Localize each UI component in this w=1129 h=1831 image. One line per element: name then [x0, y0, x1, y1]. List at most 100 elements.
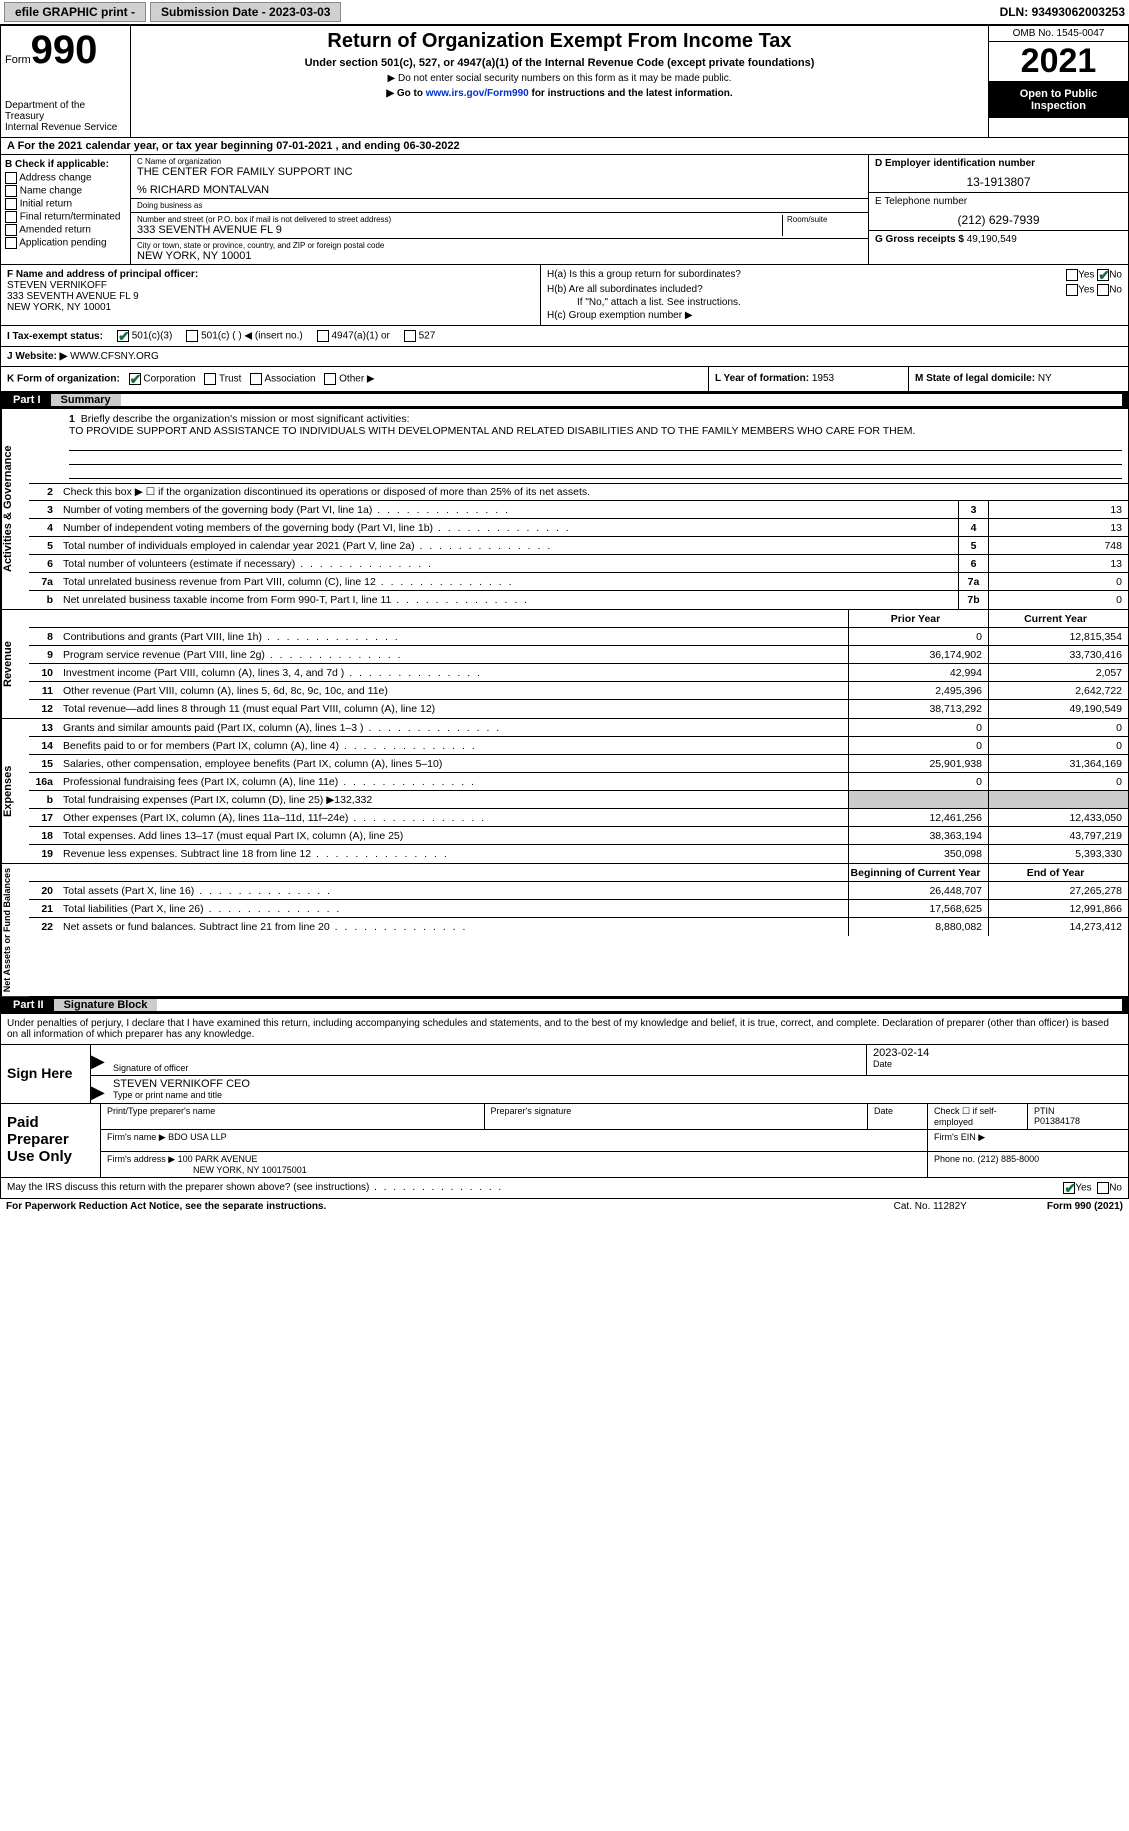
irs-link[interactable]: www.irs.gov/Form990 — [426, 88, 529, 99]
hc-label: H(c) Group exemption number ▶ — [547, 310, 1122, 321]
line7a-val: 0 — [988, 573, 1128, 590]
cb-app-pending[interactable]: Application pending — [5, 237, 126, 249]
row-website: J Website: ▶ WWW.CFSNY.ORG — [0, 347, 1129, 367]
cb-name-change[interactable]: Name change — [5, 185, 126, 197]
form-subtitle-1: Under section 501(c), 527, or 4947(a)(1)… — [135, 57, 984, 69]
addr-label: Number and street (or P.O. box if mail i… — [137, 215, 782, 224]
column-f: F Name and address of principal officer:… — [1, 265, 541, 325]
section-b-header: B Check if applicable: — [5, 159, 126, 170]
ein-label: D Employer identification number — [875, 158, 1122, 169]
cb-final-return[interactable]: Final return/terminated — [5, 211, 126, 223]
vtab-activities: Activities & Governance — [1, 409, 29, 609]
dln: DLN: 93493062003253 — [1000, 5, 1125, 19]
line5-val: 748 — [988, 537, 1128, 554]
officer-name: STEVEN VERNIKOFF — [7, 280, 534, 291]
form-number: 990 — [31, 28, 98, 72]
org-name-label: C Name of organization — [137, 157, 862, 166]
ha-no-cb[interactable] — [1097, 269, 1109, 281]
cb-501c3[interactable] — [117, 330, 129, 342]
omb-number: OMB No. 1545-0047 — [989, 26, 1128, 42]
website-value: WWW.CFSNY.ORG — [70, 351, 159, 362]
form-header: Form990 Department of the Treasury Inter… — [0, 25, 1129, 138]
telephone: (212) 629-7939 — [875, 213, 1122, 227]
preparer-block: Paid Preparer Use Only Print/Type prepar… — [0, 1104, 1129, 1178]
mission-label: Briefly describe the organization's miss… — [81, 413, 410, 425]
city-label: City or town, state or province, country… — [137, 241, 862, 250]
form-org-label: K Form of organization: — [7, 374, 120, 385]
officer-addr2: NEW YORK, NY 10001 — [7, 302, 534, 313]
cb-amended[interactable]: Amended return — [5, 224, 126, 236]
footer: For Paperwork Reduction Act Notice, see … — [0, 1199, 1129, 1214]
signature-declaration: Under penalties of perjury, I declare th… — [0, 1014, 1129, 1045]
column-d: D Employer identification number 13-1913… — [868, 155, 1128, 264]
cb-initial-return[interactable]: Initial return — [5, 198, 126, 210]
prep-date-label: Date — [868, 1104, 928, 1129]
ha-yes-cb[interactable] — [1066, 269, 1078, 281]
cb-trust[interactable] — [204, 373, 216, 385]
section-bc: B Check if applicable: Address change Na… — [0, 155, 1129, 265]
column-c: C Name of organization THE CENTER FOR FA… — [131, 155, 868, 264]
firm-name-label: Firm's name ▶ — [107, 1132, 168, 1142]
firm-phone-label: Phone no. — [934, 1154, 978, 1164]
care-of: % RICHARD MONTALVAN — [137, 184, 862, 196]
efile-button[interactable]: efile GRAPHIC print - — [4, 2, 146, 22]
row-tax-status: I Tax-exempt status: 501(c)(3) 501(c) ( … — [0, 326, 1129, 347]
line4-val: 13 — [988, 519, 1128, 536]
discuss-yes-cb[interactable] — [1063, 1182, 1075, 1194]
current-year-hdr: Current Year — [988, 610, 1128, 627]
cb-other[interactable] — [324, 373, 336, 385]
line5-desc: Total number of individuals employed in … — [59, 538, 958, 554]
cb-501c[interactable] — [186, 330, 198, 342]
cb-assoc[interactable] — [250, 373, 262, 385]
gross-label: G Gross receipts $ — [875, 234, 967, 245]
hb-yes-cb[interactable] — [1066, 284, 1078, 296]
form-subtitle-3: ▶ Go to www.irs.gov/Form990 for instruct… — [135, 88, 984, 99]
open-to-public: Open to Public Inspection — [989, 82, 1128, 118]
year-formation-label: L Year of formation: — [715, 373, 812, 384]
domicile: NY — [1038, 373, 1052, 384]
officer-label: F Name and address of principal officer: — [7, 269, 534, 280]
form-subtitle-2: ▶ Do not enter social security numbers o… — [135, 73, 984, 84]
vtab-revenue: Revenue — [1, 610, 29, 718]
cb-527[interactable] — [404, 330, 416, 342]
hb-label: H(b) Are all subordinates included? — [547, 284, 703, 295]
firm-addr2: NEW YORK, NY 100175001 — [193, 1165, 307, 1175]
ptin-label: PTIN — [1034, 1106, 1122, 1116]
row-klm: K Form of organization: Corporation Trus… — [0, 367, 1129, 392]
org-name: THE CENTER FOR FAMILY SUPPORT INC — [137, 166, 862, 178]
ein: 13-1913807 — [875, 175, 1122, 189]
hb-no-cb[interactable] — [1097, 284, 1109, 296]
part1-num: Part I — [7, 394, 47, 406]
line2: Check this box ▶ ☐ if the organization d… — [59, 484, 1128, 500]
prep-sig-label: Preparer's signature — [485, 1104, 869, 1129]
sig-date: 2023-02-14 — [873, 1047, 1122, 1059]
part2-header: Part II Signature Block — [0, 997, 1129, 1014]
section-fh: F Name and address of principal officer:… — [0, 265, 1129, 326]
begin-year-hdr: Beginning of Current Year — [848, 864, 988, 881]
summary-net: Net Assets or Fund Balances Beginning of… — [0, 864, 1129, 997]
ha-label: H(a) Is this a group return for subordin… — [547, 269, 741, 280]
form-word: Form — [5, 54, 31, 66]
cb-4947[interactable] — [317, 330, 329, 342]
submission-button[interactable]: Submission Date - 2023-03-03 — [150, 2, 341, 22]
cb-address-change[interactable]: Address change — [5, 172, 126, 184]
gross-receipts: 49,190,549 — [967, 234, 1017, 245]
vtab-net: Net Assets or Fund Balances — [1, 864, 29, 996]
cb-corp[interactable] — [129, 373, 141, 385]
column-h: H(a) Is this a group return for subordin… — [541, 265, 1128, 325]
mission-text: TO PROVIDE SUPPORT AND ASSISTANCE TO IND… — [69, 425, 1122, 437]
form-header-center: Return of Organization Exempt From Incom… — [131, 26, 988, 137]
summary-revenue: Revenue Prior YearCurrent Year 8Contribu… — [0, 610, 1129, 719]
part1-title: Summary — [51, 394, 121, 406]
sig-name-label: Type or print name and title — [113, 1090, 1122, 1100]
part2-title: Signature Block — [54, 999, 158, 1011]
column-b: B Check if applicable: Address change Na… — [1, 155, 131, 264]
end-year-hdr: End of Year — [988, 864, 1128, 881]
discuss-row: May the IRS discuss this return with the… — [0, 1178, 1129, 1199]
sign-block: Sign Here ▶ Signature of officer 2023-02… — [0, 1045, 1129, 1104]
summary-activities: Activities & Governance 1 Briefly descri… — [0, 409, 1129, 610]
sig-officer-label: Signature of officer — [113, 1063, 860, 1073]
firm-phone: (212) 885-8000 — [978, 1154, 1040, 1164]
line7b-val: 0 — [988, 591, 1128, 609]
discuss-no-cb[interactable] — [1097, 1182, 1109, 1194]
